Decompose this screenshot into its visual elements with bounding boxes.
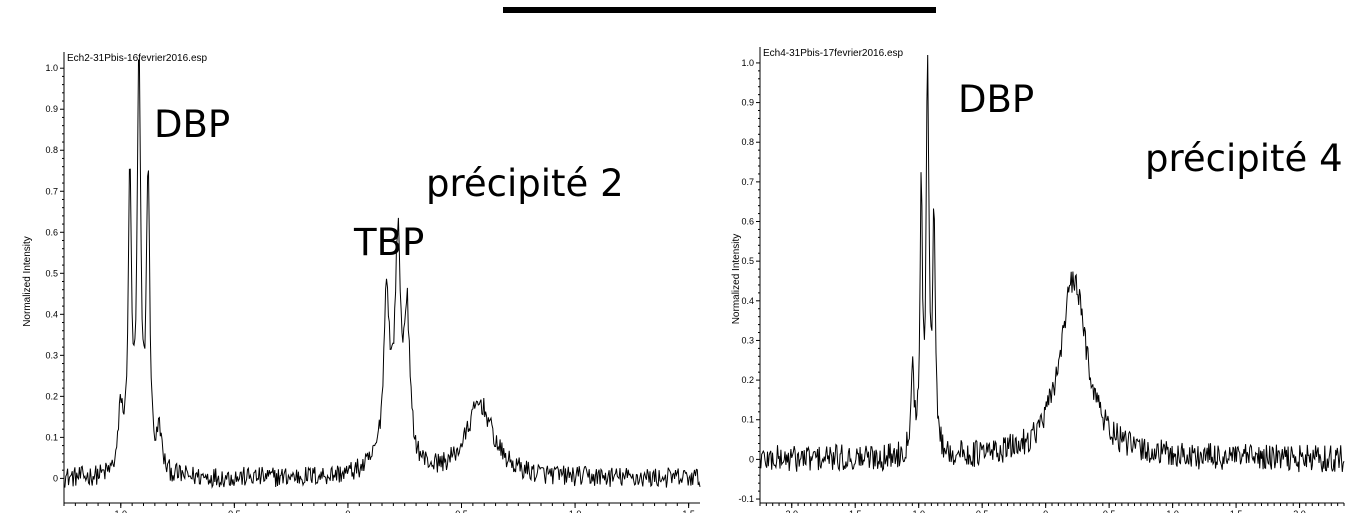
- x-tick-label: 1.0: [912, 509, 925, 513]
- y-tick-label: 0.1: [45, 432, 58, 442]
- x-tick-label: 0: [345, 509, 350, 513]
- y-tick-label: 0.9: [741, 98, 754, 108]
- peak-annotation: TBP: [353, 221, 424, 264]
- x-tick-label: 0.5: [455, 509, 468, 513]
- x-tick-label: 0.5: [228, 509, 241, 513]
- y-tick-label: 0.8: [741, 137, 754, 147]
- peak-annotation: précipité 2: [426, 162, 624, 205]
- y-tick-label: 0.4: [45, 309, 58, 319]
- x-tick-label: 1.5: [1230, 509, 1243, 513]
- y-tick-label: 0.1: [741, 415, 754, 425]
- spectrum-file-title: Ech2-31Pbis-16fevrier2016.esp: [67, 53, 208, 64]
- y-tick-label: 0.3: [741, 335, 754, 345]
- y-tick-label: 0.2: [741, 375, 754, 385]
- spectrum-file-title: Ech4-31Pbis-17fevrier2016.esp: [763, 48, 904, 59]
- y-tick-label: 0: [53, 473, 58, 483]
- y-tick-label: 0.6: [741, 217, 754, 227]
- x-tick-label: 1.0: [115, 509, 128, 513]
- y-tick-label: 0.7: [741, 177, 754, 187]
- y-tick-label: 0.9: [45, 104, 58, 114]
- y-tick-label: 0.5: [45, 268, 58, 278]
- spectrum-chart-ech4: -0.1 0 0.1 0.2 0.3 0.4 0.5 0.6 0.7 0.8 0.9 1.0 2.0 1.…: [731, 47, 1345, 513]
- x-tick-label: 2.0: [1293, 509, 1306, 513]
- y-axis-label: Normalized Intensity: [731, 234, 742, 325]
- x-tick-label: 0.5: [976, 509, 989, 513]
- spectrum-trace: [759, 54, 1345, 473]
- peak-annotation: DBP: [958, 78, 1034, 121]
- y-tick-label: 0.7: [45, 186, 58, 196]
- y-tick-label: -0.1: [738, 494, 754, 504]
- x-tick-label: 0.5: [1103, 509, 1116, 513]
- spectrum-trace: [64, 59, 701, 489]
- top-divider: [503, 7, 936, 13]
- spectrum-chart-ech2: 0 0.1 0.2 0.3 0.4 0.5 0.6 0.7 0.8 0.9 1.0 1.0 0.5 0 0.…: [22, 52, 701, 513]
- y-tick-label: 1.0: [45, 63, 58, 73]
- x-tick-label: 1.0: [569, 509, 582, 513]
- x-tick-label: 0: [1043, 509, 1048, 513]
- x-tick-label: 2.0: [785, 509, 798, 513]
- y-tick-label: 0.4: [741, 296, 754, 306]
- x-tick-label: 1.5: [682, 509, 695, 513]
- peak-annotation: précipité 4: [1145, 137, 1343, 180]
- y-tick-label: 0.8: [45, 145, 58, 155]
- y-tick-label: 0: [749, 454, 754, 464]
- peak-annotation: DBP: [154, 103, 230, 146]
- y-tick-label: 0.6: [45, 227, 58, 237]
- y-tick-label: 0.5: [741, 256, 754, 266]
- y-axis-label: Normalized Intensity: [22, 236, 33, 327]
- y-tick-label: 0.3: [45, 350, 58, 360]
- x-tick-label: 1.0: [1166, 509, 1179, 513]
- x-tick-label: 1.5: [849, 509, 862, 513]
- y-tick-label: 1.0: [741, 58, 754, 68]
- y-tick-label: 0.2: [45, 391, 58, 401]
